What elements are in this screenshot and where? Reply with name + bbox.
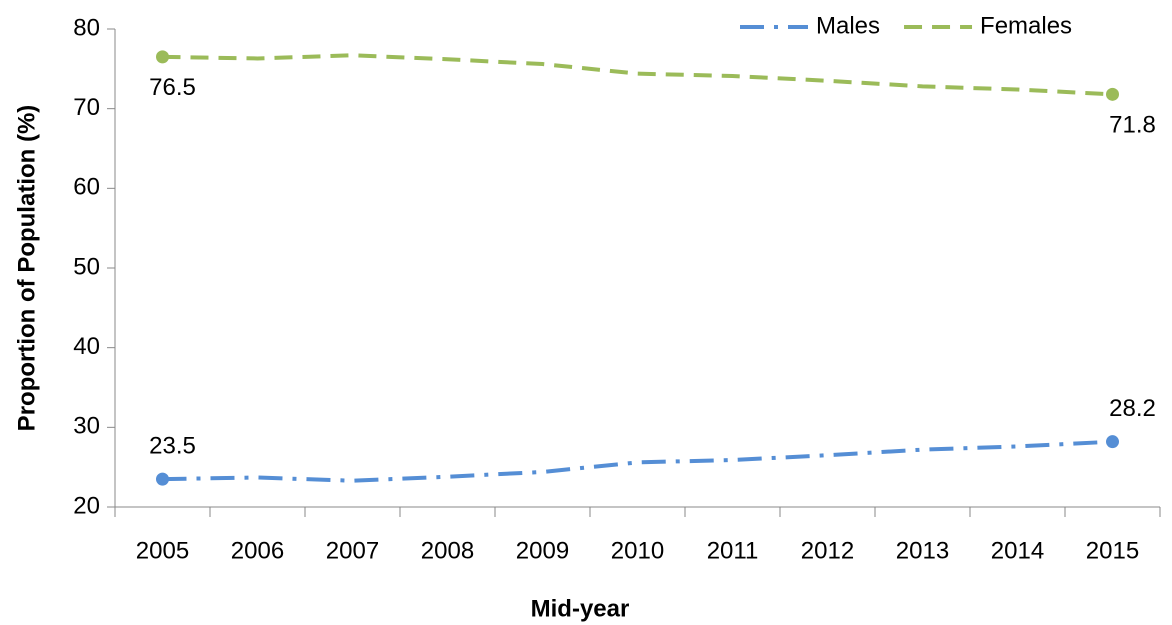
series-line	[162, 53, 1113, 97]
x-tick-label: 2010	[611, 537, 664, 564]
y-tick-label: 40	[73, 333, 100, 360]
y-tick-label: 70	[73, 94, 100, 121]
x-tick-label: 2009	[516, 537, 569, 564]
y-tick-label: 50	[73, 253, 100, 280]
y-tick-label: 60	[73, 174, 100, 201]
x-tick-label: 2006	[231, 537, 284, 564]
y-axis-title: Proportion of Population (%)	[13, 105, 40, 432]
x-tick-label: 2014	[991, 537, 1044, 564]
x-tick-label: 2008	[421, 537, 474, 564]
x-tick-label: 2015	[1086, 537, 1139, 564]
x-tick-label: 2012	[801, 537, 854, 564]
point-marker	[156, 472, 169, 486]
data-label: 28.2	[1109, 395, 1156, 422]
x-tick-label: 2011	[707, 537, 759, 564]
series-line	[162, 439, 1113, 483]
data-label: 76.5	[149, 74, 196, 101]
y-tick-label: 20	[73, 492, 100, 519]
point-marker	[156, 50, 169, 64]
y-tick-label: 80	[73, 14, 100, 41]
point-marker	[1106, 87, 1119, 101]
legend-label: Females	[980, 12, 1072, 39]
x-tick-label: 2005	[136, 537, 189, 564]
x-axis-title: Mid-year	[531, 595, 630, 622]
y-tick-label: 30	[73, 413, 100, 440]
data-label: 23.5	[149, 432, 196, 459]
legend-label: Males	[816, 12, 880, 39]
x-tick-label: 2013	[896, 537, 949, 564]
data-label: 71.8	[1109, 112, 1156, 139]
point-marker	[1106, 435, 1119, 449]
x-tick-label: 2007	[326, 537, 379, 564]
